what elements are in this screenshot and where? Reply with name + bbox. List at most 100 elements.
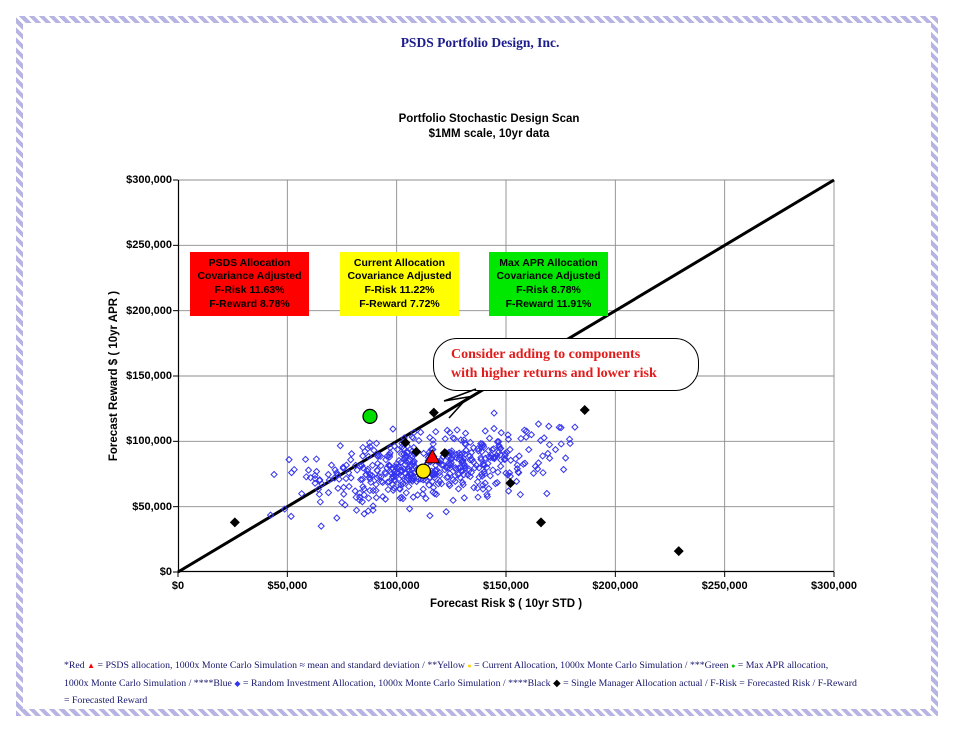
single-manager-point (673, 546, 684, 557)
random-allocation-point (446, 428, 454, 437)
random-allocation-point (402, 489, 411, 497)
random-allocation-point (454, 485, 463, 493)
random-allocation-point (364, 452, 373, 461)
random-allocation-point (362, 470, 370, 479)
random-allocation-point (504, 435, 513, 443)
random-allocation-point (436, 471, 444, 480)
random-allocation-point (450, 434, 459, 443)
random-allocation-point (485, 434, 494, 442)
random-allocation-point (456, 473, 464, 482)
callout-line2: with higher returns and lower risk (451, 365, 657, 381)
random-allocation-point (373, 459, 382, 468)
maxapr-box-line: F-Reward 11.91% (505, 297, 592, 310)
random-allocation-point (467, 448, 476, 457)
footnote-text: = Max APR allocation, (735, 660, 829, 671)
current-box-line: Covariance Adjusted (347, 270, 452, 283)
single-manager-point (579, 404, 590, 415)
random-allocation-point (312, 455, 321, 463)
random-allocation-point (399, 494, 407, 503)
random-allocation-point (347, 474, 355, 482)
random-allocation-point (364, 507, 372, 515)
random-allocation-point (347, 456, 355, 464)
random-allocation-point (449, 496, 457, 505)
random-allocation-point (441, 465, 449, 474)
random-allocation-point (486, 472, 494, 480)
random-allocation-point (466, 438, 475, 447)
random-allocation-point (455, 455, 463, 463)
random-allocation-point (496, 462, 505, 470)
random-allocation-point (333, 514, 341, 522)
random-allocation-point (339, 463, 347, 471)
random-allocation-point (555, 423, 563, 432)
random-allocation-point (543, 489, 551, 498)
maxapr-box-line: F-Risk 8.78% (516, 284, 581, 296)
random-allocation-point (372, 486, 380, 495)
random-allocation-point (462, 446, 470, 454)
random-allocation-point (545, 454, 554, 462)
random-allocation-point (522, 427, 531, 435)
random-allocation-point (338, 498, 346, 507)
random-allocation-point (497, 429, 505, 437)
random-allocation-point (484, 453, 493, 461)
random-allocation-point (399, 480, 407, 488)
random-allocation-point (429, 470, 437, 479)
single-manager-point (505, 478, 516, 489)
random-allocation-point (363, 467, 372, 475)
random-allocation-point (461, 450, 469, 458)
callout-bubble: Consider adding to components with highe… (433, 338, 699, 391)
random-allocation-point (444, 454, 453, 462)
psds-box-line: F-Reward 8.78% (209, 297, 290, 310)
random-allocation-point (566, 439, 574, 448)
x-axis-label: Forecast Risk $ ( 10yr STD ) (429, 598, 583, 610)
random-allocation-point (451, 477, 459, 486)
random-allocation-point (519, 460, 528, 468)
random-allocation-point (426, 433, 434, 442)
random-allocation-point (479, 485, 487, 493)
chart-title-line1: Portfolio Stochastic Design Scan (398, 113, 580, 125)
random-allocation-point (316, 498, 325, 506)
psds-box-line: PSDS Allocation (208, 256, 291, 269)
random-allocation-point (538, 452, 547, 460)
random-allocation-point (475, 464, 483, 472)
random-allocation-point (351, 487, 359, 495)
x-tick-label: $50,000 (267, 580, 308, 592)
random-allocation-point (404, 471, 412, 480)
maxapr-box-line: Covariance Adjusted (496, 270, 601, 283)
random-allocation-point (358, 475, 367, 484)
random-allocation-point (478, 447, 486, 456)
random-allocation-point (366, 475, 374, 483)
random-allocation-point (409, 458, 418, 466)
random-allocation-point (466, 472, 474, 481)
y-tick-label: $250,000 (126, 239, 172, 252)
random-allocation-point (501, 455, 510, 463)
psds-triangle-marker (424, 448, 441, 464)
footnote-text: = Current Allocation, 1000x Monte Carlo … (471, 660, 732, 671)
random-allocation-point (364, 444, 372, 453)
current-box-line: F-Reward 7.72% (359, 297, 440, 310)
random-allocation-point (426, 512, 434, 520)
random-allocation-point (375, 472, 383, 481)
random-allocation-point (565, 435, 574, 443)
random-allocation-point (358, 461, 366, 470)
random-allocation-point (372, 493, 381, 502)
random-allocation-point (285, 455, 293, 464)
single-manager-point (428, 407, 439, 418)
random-allocation-point (364, 494, 373, 502)
random-allocation-point (385, 462, 393, 470)
random-allocation-point (381, 468, 389, 477)
random-allocation-point (504, 431, 512, 439)
y-tick-label: $100,000 (126, 435, 172, 448)
random-allocation-point (365, 439, 374, 447)
random-allocation-point (453, 426, 461, 434)
random-allocation-point (477, 439, 485, 448)
random-allocation-point (342, 474, 350, 483)
y-tick-label: $50,000 (132, 500, 172, 513)
random-allocation-point (525, 445, 533, 454)
random-allocation-point (297, 489, 306, 498)
random-allocation-point (501, 451, 509, 460)
random-allocation-point (419, 490, 427, 498)
random-allocation-point (384, 485, 392, 494)
footnote-text: = Forecasted Reward (64, 695, 148, 707)
random-allocation-point (409, 434, 417, 442)
random-allocation-point (393, 463, 401, 472)
